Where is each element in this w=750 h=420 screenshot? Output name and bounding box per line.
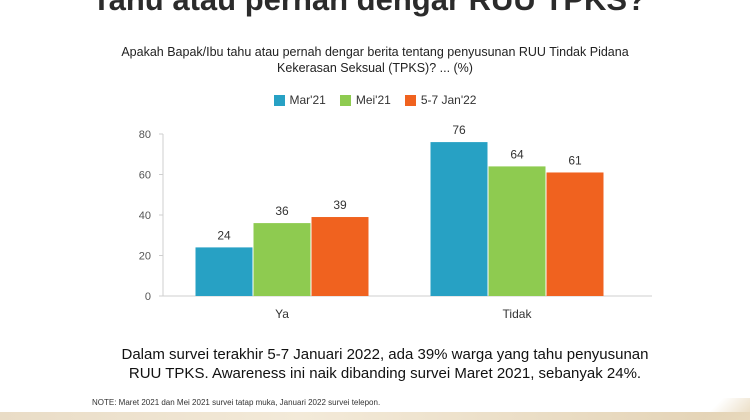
bar-data-label: 39 <box>333 198 347 212</box>
question-line-2: Kekerasan Seksual (TPKS)? ... (%) <box>277 61 473 75</box>
chart-legend: Mar'21 Mei'21 5-7 Jan'22 <box>0 93 750 107</box>
chart-question: Apakah Bapak/Ibu tahu atau pernah dengar… <box>60 44 690 76</box>
bar-data-label: 61 <box>568 153 582 167</box>
legend-label-1: Mar'21 <box>289 93 326 107</box>
bar <box>253 223 311 296</box>
y-tick-label: 60 <box>139 170 151 182</box>
legend-item-2: Mei'21 <box>339 93 391 107</box>
bar <box>430 142 488 296</box>
bar-data-label: 36 <box>275 204 289 218</box>
bar <box>195 247 253 296</box>
legend-swatch-3 <box>404 94 416 106</box>
y-tick-label: 0 <box>145 291 151 303</box>
bar <box>488 166 546 296</box>
legend-item-1: Mar'21 <box>273 93 326 107</box>
summary-line-2: RUU TPKS. Awareness ini naik dibanding s… <box>128 365 642 382</box>
y-tick-label: 20 <box>139 251 151 263</box>
category-label: Ya <box>275 307 289 321</box>
legend-item-3: 5-7 Jan'22 <box>404 93 477 107</box>
y-tick-label: 80 <box>139 129 151 141</box>
legend-label-3: 5-7 Jan'22 <box>420 93 477 107</box>
y-tick-label: 40 <box>139 210 151 222</box>
bar <box>546 172 604 296</box>
bar-data-label: 76 <box>452 123 466 137</box>
corner-decoration <box>690 398 750 420</box>
summary-text: Dalam survei terakhir 5-7 Januari 2022, … <box>60 345 710 383</box>
question-line-1: Apakah Bapak/Ibu tahu atau pernah dengar… <box>121 45 629 59</box>
survey-note: NOTE: Maret 2021 dan Mei 2021 survei tat… <box>92 398 381 407</box>
legend-swatch-1 <box>273 94 285 106</box>
footer-band <box>0 412 750 420</box>
legend-swatch-2 <box>339 94 351 106</box>
category-label: Tidak <box>503 307 533 321</box>
bar <box>311 217 369 296</box>
legend-label-2: Mei'21 <box>355 93 391 107</box>
bar-data-label: 64 <box>510 147 524 161</box>
summary-line-1: Dalam survei terakhir 5-7 Januari 2022, … <box>121 346 649 363</box>
slide-title: Tahu atau pernah dengar RUU TPKS? <box>92 0 646 18</box>
bar-data-label: 24 <box>217 228 231 242</box>
